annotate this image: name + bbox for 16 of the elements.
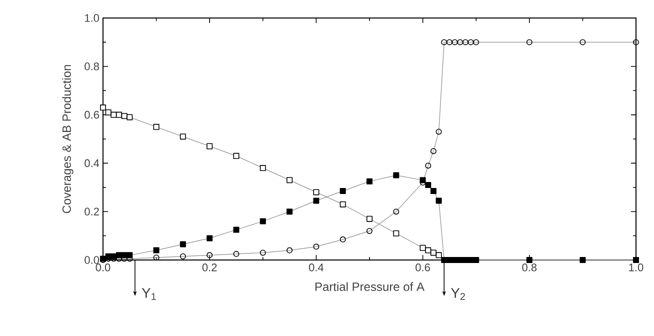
y-tick-label: 0.4 <box>84 159 100 168</box>
y-tick-label: 0.0 <box>84 256 100 264</box>
x-tick-label: 0.4 <box>308 264 324 272</box>
y-tick-label: 0.8 <box>84 62 99 70</box>
x-tick-label: 0.0 <box>96 264 110 272</box>
y-tick-label: 0.2 <box>84 208 99 216</box>
x-axis-title: Partial Pressure of A <box>315 282 424 291</box>
y-axis-title: Coverages & AB Production <box>62 65 74 214</box>
annotation: Y$_{1}$ <box>142 288 156 300</box>
x-tick-label: 0.2 <box>202 264 217 272</box>
x-tick-label: 0.8 <box>522 264 537 272</box>
annotation: Y$_{2}$ <box>450 288 465 300</box>
y-tick-label: 1.0 <box>85 14 100 22</box>
x-tick-label: 1.0 <box>629 264 644 272</box>
y-tick-label: 0.6 <box>84 110 99 119</box>
x-tick-label: 0.6 <box>416 264 430 272</box>
